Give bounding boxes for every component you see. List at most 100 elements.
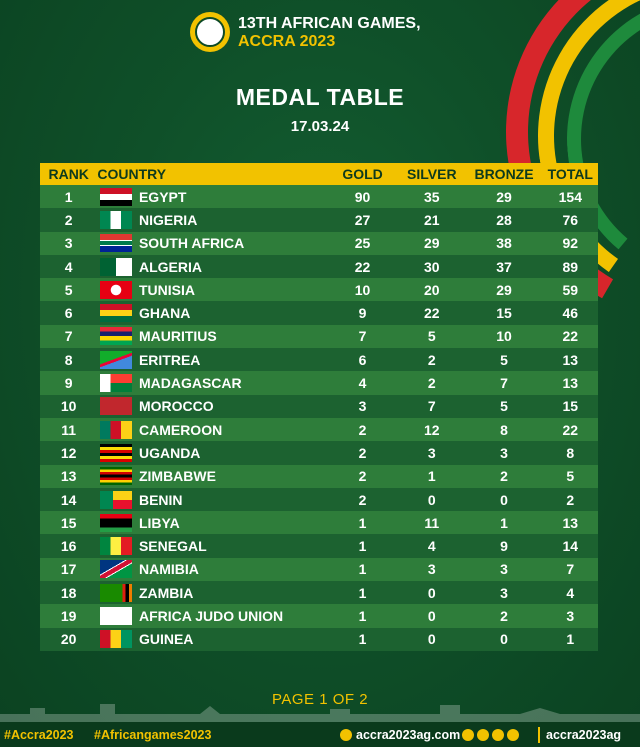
country-cell: GHANA bbox=[138, 305, 191, 322]
country-flag-icon bbox=[100, 210, 133, 229]
facebook-icon[interactable] bbox=[462, 728, 474, 741]
gold-cell: 2 bbox=[358, 468, 367, 485]
footer-bar: #Accra2023 #Africangames2023 accra2023ag… bbox=[0, 722, 640, 747]
country-flag-icon bbox=[100, 513, 133, 532]
header-gold: GOLD bbox=[342, 166, 383, 182]
total-cell: 92 bbox=[562, 235, 579, 252]
silver-cell: 30 bbox=[424, 258, 440, 275]
total-cell: 89 bbox=[562, 258, 579, 275]
table-row: 14 BENIN 2 0 0 2 bbox=[40, 487, 598, 512]
rank-cell: 1 bbox=[64, 188, 73, 205]
flag-cell bbox=[97, 327, 135, 346]
silver-cell: 2 bbox=[427, 351, 436, 368]
gold-cell: 1 bbox=[358, 538, 367, 555]
country-flag-icon bbox=[100, 187, 133, 206]
rank-cell: 16 bbox=[60, 538, 77, 555]
rank-cell: 14 bbox=[60, 491, 77, 508]
flag-cell bbox=[97, 420, 135, 439]
country-cell: ALGERIA bbox=[138, 258, 202, 275]
page-indicator: PAGE 1 OF 2 bbox=[271, 691, 369, 708]
country-flag-icon bbox=[100, 420, 133, 439]
globe-icon bbox=[340, 728, 352, 741]
bronze-cell: 5 bbox=[500, 398, 508, 415]
silver-cell: 1 bbox=[427, 468, 436, 485]
flag-cell bbox=[97, 397, 135, 416]
country-flag-icon bbox=[100, 304, 133, 323]
bronze-cell: 7 bbox=[500, 375, 508, 392]
country-cell: GUINEA bbox=[138, 631, 194, 648]
table-body: 1 EGYPT 90 35 29 154 2 NIGERIA 27 21 28 76 3 SOUTH AF… bbox=[40, 185, 598, 651]
instagram-icon[interactable] bbox=[477, 728, 489, 741]
tiktok-icon[interactable] bbox=[507, 728, 519, 741]
silver-cell: 20 bbox=[424, 281, 440, 298]
country-flag-icon bbox=[100, 234, 133, 253]
table-row: 12 UGANDA 2 3 3 8 bbox=[40, 441, 598, 465]
flag-cell bbox=[97, 606, 135, 625]
header-silver: SILVER bbox=[407, 166, 457, 182]
bronze-cell: 0 bbox=[500, 631, 508, 648]
bronze-cell: 10 bbox=[496, 328, 512, 345]
website-link[interactable]: accra2023ag.com bbox=[340, 728, 460, 742]
flag-cell bbox=[97, 560, 135, 579]
country-cell: CAMEROON bbox=[138, 421, 223, 438]
bronze-cell: 38 bbox=[496, 235, 512, 252]
country-flag-icon bbox=[100, 374, 133, 393]
total-cell: 22 bbox=[562, 328, 579, 345]
gold-cell: 22 bbox=[354, 258, 371, 275]
total-cell: 2 bbox=[566, 491, 575, 508]
silver-cell: 0 bbox=[427, 631, 436, 648]
country-flag-icon bbox=[100, 257, 133, 276]
rank-cell: 17 bbox=[60, 561, 77, 578]
rank-cell: 3 bbox=[64, 235, 73, 252]
country-cell: SENEGAL bbox=[138, 538, 207, 555]
social-handle: accra2023ag bbox=[546, 727, 622, 742]
table-row: 10 MOROCCO 3 7 5 15 bbox=[40, 394, 598, 418]
rank-cell: 8 bbox=[64, 351, 73, 368]
hashtag-africangames: #Africangames2023 bbox=[94, 727, 212, 742]
flag-cell bbox=[97, 490, 135, 509]
country-cell: EGYPT bbox=[138, 188, 187, 205]
rank-cell: 18 bbox=[60, 584, 77, 601]
bronze-cell: 29 bbox=[496, 281, 512, 298]
country-cell: MAURITIUS bbox=[138, 328, 217, 345]
gold-cell: 1 bbox=[358, 561, 367, 578]
country-cell: ZAMBIA bbox=[138, 584, 194, 601]
gold-cell: 2 bbox=[358, 491, 367, 508]
header-country: COUNTRY bbox=[97, 166, 167, 182]
table-row: 7 MAURITIUS 7 5 10 22 bbox=[40, 324, 598, 349]
flag-cell bbox=[97, 630, 135, 649]
bronze-cell: 3 bbox=[500, 584, 508, 601]
country-cell: UGANDA bbox=[138, 444, 201, 461]
table-row: 15 LIBYA 1 11 1 13 bbox=[40, 511, 598, 535]
header-bronze: BRONZE bbox=[474, 166, 534, 182]
footer-divider bbox=[538, 726, 540, 743]
silver-cell: 21 bbox=[424, 211, 440, 228]
country-cell: ZIMBABWE bbox=[138, 468, 216, 485]
bronze-cell: 2 bbox=[500, 468, 508, 485]
rank-cell: 9 bbox=[64, 375, 73, 392]
gold-cell: 27 bbox=[354, 211, 371, 228]
bronze-cell: 2 bbox=[500, 607, 508, 624]
rank-cell: 12 bbox=[60, 444, 77, 461]
gold-cell: 1 bbox=[358, 584, 367, 601]
rank-cell: 20 bbox=[60, 631, 77, 648]
twitter-icon[interactable] bbox=[492, 728, 504, 741]
country-flag-icon bbox=[100, 490, 133, 509]
country-flag-icon bbox=[100, 560, 133, 579]
total-cell: 14 bbox=[562, 538, 579, 555]
country-cell: MADAGASCAR bbox=[138, 375, 242, 392]
total-cell: 15 bbox=[562, 398, 579, 415]
total-cell: 22 bbox=[562, 421, 579, 438]
flag-cell bbox=[97, 537, 135, 556]
total-cell: 59 bbox=[562, 281, 579, 298]
table-row: 20 GUINEA 1 0 0 1 bbox=[40, 627, 598, 651]
table-row: 4 ALGERIA 22 30 37 89 bbox=[40, 254, 598, 279]
silver-cell: 11 bbox=[424, 514, 440, 531]
flag-cell bbox=[97, 350, 135, 369]
country-flag-icon bbox=[100, 397, 133, 416]
country-flag-icon bbox=[100, 630, 133, 649]
total-cell: 5 bbox=[566, 468, 575, 485]
table-row: 13 ZIMBABWE 2 1 2 5 bbox=[40, 464, 598, 488]
bronze-cell: 5 bbox=[500, 351, 508, 368]
flag-cell bbox=[97, 234, 135, 253]
